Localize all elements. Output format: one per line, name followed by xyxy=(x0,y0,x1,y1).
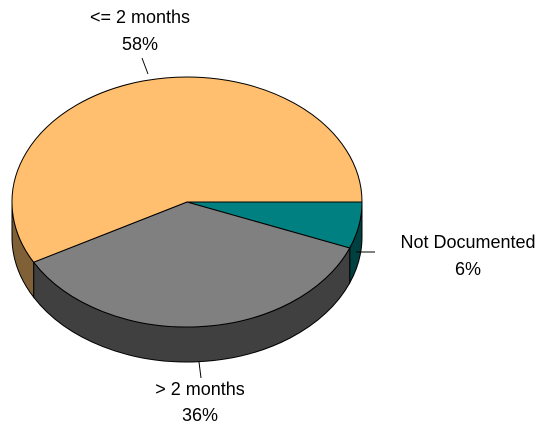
labels: Not Documented 6% > 2 months 36% <= 2 months… xyxy=(90,7,536,425)
value-label: 36% xyxy=(182,405,218,425)
value-label: 58% xyxy=(122,34,158,54)
slice-label: Not Documented xyxy=(400,232,535,252)
slice-label: > 2 months xyxy=(155,379,245,399)
slice-label: <= 2 months xyxy=(90,7,190,27)
leader-line xyxy=(141,57,149,75)
pie-tops xyxy=(11,76,363,328)
slice xyxy=(32,201,351,328)
value-label: 6% xyxy=(455,259,481,279)
slice xyxy=(11,76,363,263)
leader-line xyxy=(198,361,202,379)
